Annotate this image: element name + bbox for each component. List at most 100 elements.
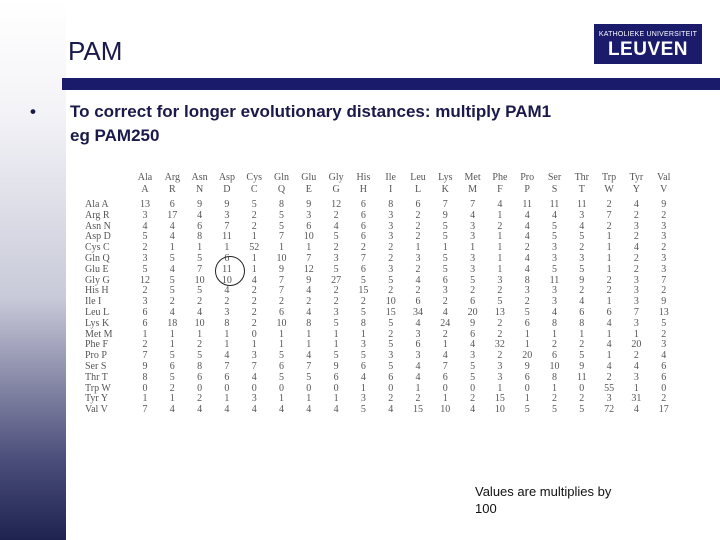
matrix-cell: 2 xyxy=(251,285,257,297)
matrix-cell: 8 xyxy=(197,361,203,372)
matrix-cell: 1 xyxy=(251,263,257,275)
matrix-cell: 5 xyxy=(279,371,284,383)
matrix-cell: 7 xyxy=(279,231,284,243)
matrix-cell: 1 xyxy=(606,328,612,340)
university-logo: KATHOLIEKE UNIVERSITEIT LEUVEN xyxy=(594,24,702,64)
matrix-cell: 6 xyxy=(197,220,203,232)
matrix-cell: 6 xyxy=(415,339,421,351)
column-code: M xyxy=(468,184,478,195)
matrix-cell: 2 xyxy=(497,220,503,232)
footnote: Values are multiplies by 100 xyxy=(475,483,655,517)
matrix-cell: 2 xyxy=(415,393,421,405)
footnote-line-2: 100 xyxy=(475,501,497,516)
matrix-cell: 10 xyxy=(276,253,287,264)
matrix-cell: 1 xyxy=(306,328,312,340)
matrix-cell: 2 xyxy=(333,209,339,221)
matrix-cell: 8 xyxy=(279,199,284,210)
column-code: S xyxy=(551,184,558,195)
matrix-cell: 4 xyxy=(415,361,421,372)
matrix-cell: 7 xyxy=(306,253,312,264)
matrix-cell: 8 xyxy=(142,371,148,383)
matrix-cell: 5 xyxy=(388,274,394,286)
matrix-cell: 5 xyxy=(279,209,284,221)
row-label: Leu L xyxy=(85,307,110,318)
matrix-cell: 6 xyxy=(415,296,421,308)
matrix-cell: 2 xyxy=(497,317,503,329)
matrix-cell: 6 xyxy=(142,307,148,318)
matrix-cell: 1 xyxy=(169,339,175,351)
matrix-cell: 9 xyxy=(224,199,230,210)
matrix-cell: 4 xyxy=(524,209,530,221)
matrix-cell: 9 xyxy=(661,296,667,308)
matrix-cell: 6 xyxy=(442,371,448,383)
matrix-cell: 7 xyxy=(633,307,639,318)
column-name: Trp xyxy=(602,172,617,183)
matrix-cell: 3 xyxy=(142,253,148,264)
matrix-cell: 4 xyxy=(661,350,667,362)
matrix-cell: 2 xyxy=(633,231,639,243)
matrix-cell: 3 xyxy=(633,371,639,383)
matrix-cell: 5 xyxy=(169,253,175,264)
matrix-cell: 8 xyxy=(552,371,557,383)
matrix-cell: 52 xyxy=(249,242,260,254)
matrix-cell: 7 xyxy=(142,350,148,362)
matrix-cell: 2 xyxy=(415,263,421,275)
matrix-cell: 1 xyxy=(142,393,148,405)
matrix-cell: 5 xyxy=(142,231,148,243)
matrix-cell: 4 xyxy=(415,274,421,286)
matrix-cell: 1 xyxy=(415,382,421,394)
column-name: Ile xyxy=(385,172,396,183)
matrix-cell: 8 xyxy=(224,317,230,329)
column-name: Gln xyxy=(274,172,289,183)
matrix-cell: 11 xyxy=(549,199,560,210)
matrix-cell: 5 xyxy=(579,404,585,416)
row-label: His H xyxy=(85,285,109,297)
matrix-cell: 6 xyxy=(415,199,421,210)
matrix-cell: 1 xyxy=(169,328,175,340)
column-name: Lys xyxy=(438,172,453,183)
column-code: D xyxy=(223,184,231,195)
matrix-cell: 5 xyxy=(470,371,476,383)
matrix-cell: 1 xyxy=(279,242,284,254)
matrix-cell: 3 xyxy=(661,339,667,351)
matrix-cell: 6 xyxy=(661,361,667,372)
matrix-cell: 3 xyxy=(633,274,639,286)
matrix-cell: 1 xyxy=(360,328,366,340)
matrix-cell: 6 xyxy=(142,317,148,329)
slide-title: PAM xyxy=(68,36,123,66)
matrix-cell: 15 xyxy=(358,285,369,297)
matrix-cell: 5 xyxy=(169,350,175,362)
matrix-cell: 5 xyxy=(470,361,476,372)
matrix-cell: 7 xyxy=(224,361,230,372)
matrix-cell: 2 xyxy=(470,285,476,297)
matrix-cell: 3 xyxy=(388,350,394,362)
matrix-cell: 6 xyxy=(224,371,230,383)
matrix-cell: 4 xyxy=(251,404,257,416)
matrix-cell: 20 xyxy=(467,307,478,318)
matrix-cell: 4 xyxy=(360,371,366,383)
matrix-cell: 2 xyxy=(497,328,503,340)
matrix-cell: 15 xyxy=(413,404,423,416)
matrix-cell: 1 xyxy=(197,242,203,254)
matrix-cell: 1 xyxy=(552,328,557,340)
matrix-cell: 8 xyxy=(552,317,557,329)
matrix-cell: 4 xyxy=(197,209,203,221)
matrix-cell: 3 xyxy=(470,263,476,275)
row-label: Pro P xyxy=(85,350,107,362)
row-label: Ser S xyxy=(85,361,107,372)
matrix-cell: 5 xyxy=(552,231,557,243)
matrix-cell: 10 xyxy=(385,296,396,308)
row-label: Thr T xyxy=(85,371,108,383)
matrix-cell: 2 xyxy=(552,393,557,405)
matrix-cell: 8 xyxy=(388,199,394,210)
matrix-cell: 3 xyxy=(661,253,667,264)
matrix-cell: 3 xyxy=(333,253,339,264)
matrix-cell: 0 xyxy=(251,382,257,394)
matrix-cell: 9 xyxy=(579,361,585,372)
matrix-cell: 12 xyxy=(140,274,150,286)
matrix-cell: 3 xyxy=(224,209,230,221)
matrix-cell: 6 xyxy=(169,361,175,372)
matrix-cell: 5 xyxy=(442,253,448,264)
highlight-circle xyxy=(215,256,245,286)
row-label: Ile I xyxy=(85,296,102,308)
